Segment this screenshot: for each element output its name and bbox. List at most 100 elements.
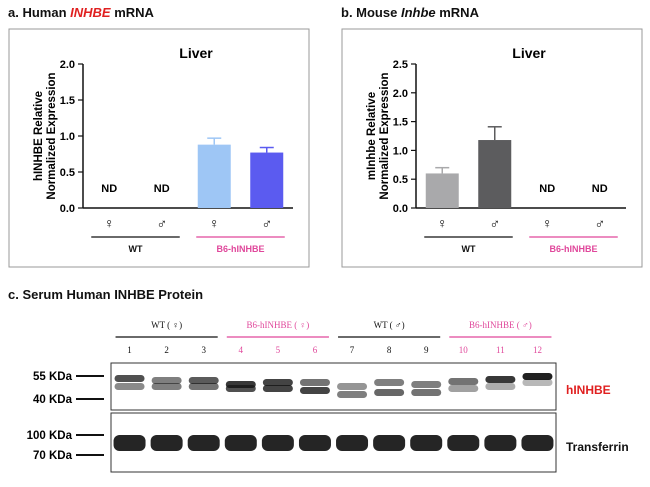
blot-group-label: B6-hINHBE ( ♂) bbox=[469, 320, 532, 330]
bar bbox=[197, 144, 231, 208]
blot-group-label: B6-hINHBE ( ♀) bbox=[247, 320, 310, 330]
bar-label-nd: ND bbox=[101, 183, 117, 195]
lane-number: 6 bbox=[313, 345, 318, 355]
lane-number: 3 bbox=[201, 345, 206, 355]
hinhbe-band-lower bbox=[485, 383, 516, 390]
lane-number: 4 bbox=[239, 345, 244, 355]
hinhbe-band-lower bbox=[337, 391, 368, 398]
transferrin-label: Transferrin bbox=[566, 440, 629, 454]
blot-membrane-upper bbox=[110, 362, 557, 411]
y-axis-label-line2: Normalized Expression bbox=[379, 72, 391, 199]
western-blot: WT ( ♀) B6-hINHBE ( ♀) WT ( ♂) B6-hINHBE ( … bbox=[27, 320, 629, 473]
y-axis-label-line1: hINHBE Relative bbox=[33, 91, 45, 181]
hinhbe-band-lower bbox=[225, 385, 256, 392]
y-tick-label: 2.5 bbox=[393, 59, 408, 71]
x-tick-label: ♀ bbox=[542, 215, 553, 231]
y-tick-label: 2.0 bbox=[60, 59, 75, 71]
y-tick-label: 1.5 bbox=[60, 95, 75, 107]
group-label: WT bbox=[129, 244, 143, 254]
hinhbe-band-upper bbox=[151, 377, 182, 384]
hinhbe-band-lower bbox=[411, 389, 442, 396]
transferrin-band bbox=[484, 435, 517, 451]
hinhbe-band-lower bbox=[448, 385, 479, 392]
blot-membrane-lower bbox=[110, 412, 557, 473]
panel-b-title: b. Mouse Inhbe mRNA bbox=[341, 5, 479, 20]
bar bbox=[425, 173, 459, 208]
transferrin-band bbox=[224, 435, 257, 451]
y-tick-label: 1.0 bbox=[393, 145, 408, 157]
lane-number: 10 bbox=[459, 345, 469, 355]
x-tick-label: ♂ bbox=[157, 215, 168, 231]
hinhbe-label: hINHBE bbox=[566, 383, 611, 397]
y-tick-label: 0.5 bbox=[60, 167, 75, 179]
chart-a: Liver hINHBE Relative Normalized Expressio… bbox=[8, 28, 310, 268]
hinhbe-band-lower bbox=[114, 383, 145, 390]
hinhbe-band-lower bbox=[151, 383, 182, 390]
transferrin-band bbox=[187, 435, 220, 451]
x-tick-label: ♂ bbox=[262, 215, 273, 231]
lane-number: 7 bbox=[350, 345, 355, 355]
lane-number: 11 bbox=[496, 345, 505, 355]
hinhbe-band-upper bbox=[374, 379, 405, 386]
blot-group-label: WT ( ♀) bbox=[151, 320, 182, 330]
bar bbox=[250, 152, 284, 208]
x-tick-label: ♂ bbox=[490, 215, 501, 231]
marker-55kda-label: 55 KDa bbox=[33, 371, 73, 383]
chart-frame bbox=[8, 28, 310, 268]
chart-title: Liver bbox=[179, 45, 213, 61]
bar-label-nd: ND bbox=[539, 183, 555, 195]
y-tick-label: 0.5 bbox=[393, 174, 408, 186]
bar-label-nd: ND bbox=[592, 183, 608, 195]
transferrin-band bbox=[336, 435, 369, 451]
lane-number: 8 bbox=[387, 345, 392, 355]
x-tick-label: ♂ bbox=[595, 215, 606, 231]
hinhbe-band-lower bbox=[374, 389, 405, 396]
lane-number: 5 bbox=[276, 345, 281, 355]
lane-number: 1 bbox=[127, 345, 132, 355]
y-tick-label: 2.0 bbox=[393, 88, 408, 100]
hinhbe-band-upper bbox=[337, 383, 368, 390]
hinhbe-band-upper bbox=[262, 379, 293, 386]
blot-group-label: WT ( ♂) bbox=[374, 320, 405, 330]
y-tick-label: 0.0 bbox=[60, 203, 75, 215]
lane-number: 12 bbox=[533, 345, 542, 355]
hinhbe-band-lower bbox=[299, 387, 330, 394]
transferrin-band bbox=[261, 435, 294, 451]
marker-100kda-label: 100 KDa bbox=[27, 430, 73, 442]
y-tick-label: 1.0 bbox=[60, 131, 75, 143]
hinhbe-band-lower bbox=[262, 385, 293, 392]
group-label: B6-hINHBE bbox=[549, 244, 597, 254]
bar bbox=[478, 140, 512, 208]
hinhbe-band-upper bbox=[448, 378, 479, 385]
hinhbe-band-upper bbox=[411, 381, 442, 388]
panel-a-title: a. Human INHBE mRNA bbox=[8, 5, 154, 20]
group-label: B6-hINHBE bbox=[216, 244, 264, 254]
chart-title: Liver bbox=[512, 45, 546, 61]
panel-c-title: c. Serum Human INHBE Protein bbox=[8, 287, 204, 302]
hinhbe-band-lower bbox=[188, 383, 219, 390]
lane-number: 2 bbox=[164, 345, 169, 355]
chart-b: Liver mInhbe Relative Normalized Expressio… bbox=[341, 28, 643, 268]
y-axis-label-line1: mInhbe Relative bbox=[366, 92, 378, 180]
transferrin-band bbox=[410, 435, 443, 451]
bar-label-nd: ND bbox=[154, 183, 170, 195]
transferrin-band bbox=[521, 435, 554, 451]
hinhbe-band-upper bbox=[522, 373, 553, 380]
transferrin-band bbox=[373, 435, 406, 451]
hinhbe-band-upper bbox=[485, 376, 516, 383]
group-label: WT bbox=[462, 244, 476, 254]
transferrin-band bbox=[298, 435, 331, 451]
hinhbe-band-upper bbox=[188, 377, 219, 384]
hinhbe-band-lower bbox=[522, 379, 553, 386]
transferrin-band bbox=[150, 435, 183, 451]
y-tick-label: 1.5 bbox=[393, 117, 408, 129]
y-tick-label: 0.0 bbox=[393, 203, 408, 215]
lane-number: 9 bbox=[424, 345, 429, 355]
hinhbe-band-upper bbox=[299, 379, 330, 386]
transferrin-band bbox=[447, 435, 480, 451]
marker-40kda-label: 40 KDa bbox=[33, 394, 73, 406]
hinhbe-band-upper bbox=[114, 375, 145, 382]
x-tick-label: ♀ bbox=[104, 215, 115, 231]
x-tick-label: ♀ bbox=[209, 215, 220, 231]
transferrin-band bbox=[113, 435, 146, 451]
